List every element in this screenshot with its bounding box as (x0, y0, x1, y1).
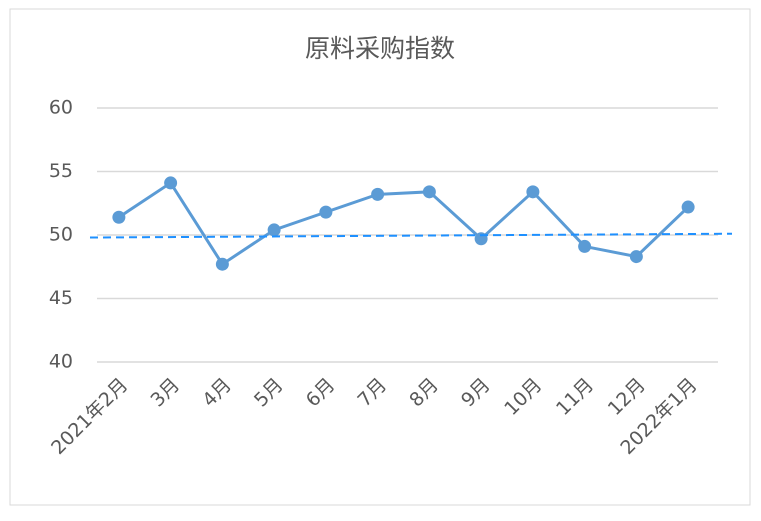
data-line (118, 180, 690, 267)
data-point (681, 200, 695, 214)
data-point (371, 187, 385, 201)
y-tick-label: 55 (49, 160, 73, 182)
y-tick-label: 60 (49, 97, 73, 119)
y-tick-label: 50 (49, 224, 73, 246)
trend-line (89, 232, 733, 239)
data-point (629, 250, 643, 264)
chart-title: 原料采购指数 (305, 34, 455, 63)
y-tick-label: 40 (49, 351, 73, 373)
chart-frame (9, 8, 751, 506)
data-point (526, 185, 540, 199)
data-point (112, 210, 126, 224)
data-point (319, 205, 333, 219)
y-tick-label: 45 (49, 287, 73, 309)
data-point (267, 223, 281, 237)
data-point (215, 257, 229, 271)
data-point (578, 239, 592, 253)
data-point (164, 176, 178, 190)
data-point (422, 185, 436, 199)
